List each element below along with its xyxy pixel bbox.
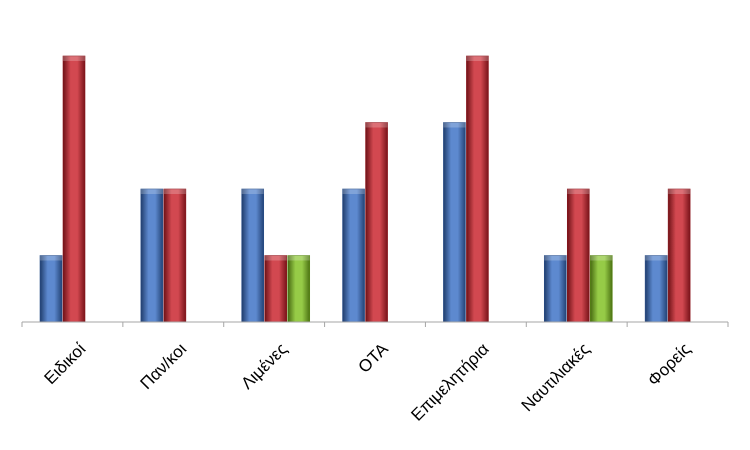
bar-highlight: [645, 255, 668, 261]
bar-highlight: [590, 255, 613, 261]
bar-highlight: [466, 56, 489, 61]
bar: [443, 122, 466, 323]
bar-highlight: [264, 255, 287, 261]
bar-group: [443, 55, 489, 323]
bar-highlight: [567, 189, 590, 194]
bar-highlight: [287, 255, 310, 261]
bar-group: [140, 188, 187, 323]
bar-highlight: [63, 56, 85, 61]
bar: [264, 255, 288, 323]
bar-highlight: [544, 255, 567, 261]
category-label: Παν/κοι: [136, 339, 190, 393]
category-labels: Ειδικοί Παν/κοι Λιμένες ΟΤΑ Επιμελητήρια Ναυτ…: [41, 339, 695, 425]
bar-group: [543, 188, 613, 323]
bar: [140, 188, 164, 323]
bar-highlight: [140, 189, 163, 194]
bar-group: [241, 188, 311, 323]
bar: [39, 255, 63, 323]
bar: [466, 55, 489, 323]
bar-highlight: [163, 189, 186, 194]
category-label: Φορείς: [644, 339, 694, 389]
category-label: Επιμελητήρια: [407, 339, 492, 424]
bar-group: [342, 122, 388, 323]
category-label: ΟΤΑ: [355, 339, 393, 377]
bar: [644, 255, 668, 323]
x-axis-ticks: [21, 322, 729, 327]
bar: [342, 188, 365, 323]
bar: [163, 188, 187, 323]
bar: [365, 122, 388, 323]
bar-group: [39, 55, 86, 323]
bar: [667, 188, 691, 323]
bar-highlight: [443, 122, 466, 128]
bar: [241, 188, 265, 323]
bar: [566, 188, 590, 323]
bar-highlight: [668, 189, 691, 194]
category-label: Ναυτιλιακές: [518, 339, 594, 415]
bar-highlight: [241, 189, 264, 194]
category-label: Λιμένες: [237, 339, 291, 393]
bar: [543, 255, 567, 323]
bar-group: [644, 188, 691, 323]
bar: [589, 255, 613, 323]
bar: [62, 55, 86, 323]
bars-layer: [39, 55, 691, 323]
bar: [287, 255, 311, 323]
bar-highlight: [40, 255, 62, 261]
bar-highlight: [365, 122, 388, 128]
category-label: Ειδικοί: [41, 339, 90, 388]
bar-highlight: [342, 189, 365, 194]
